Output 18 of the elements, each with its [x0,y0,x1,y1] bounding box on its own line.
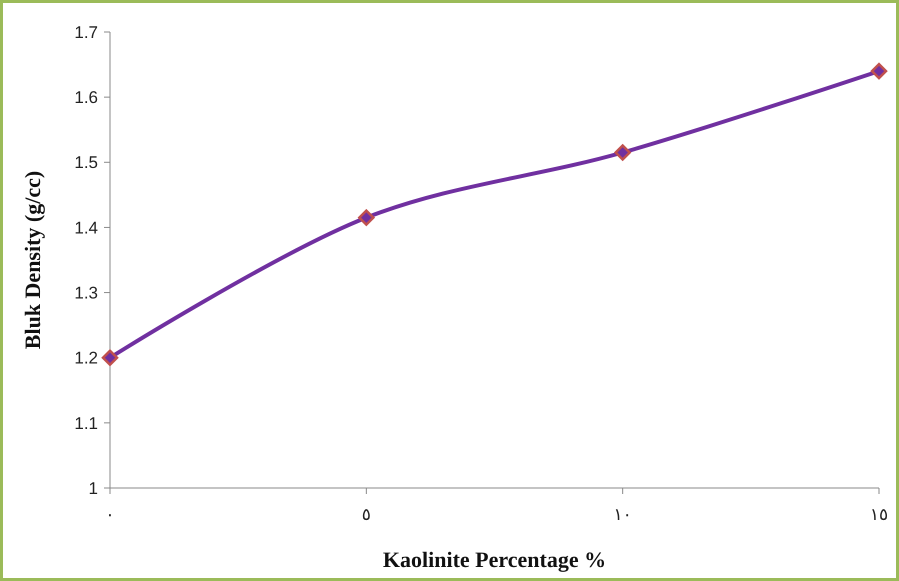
x-tick-label: ٥ [362,505,371,525]
y-tick-label: 1.3 [74,284,98,303]
y-tick-label: 1.5 [74,153,98,172]
x-tick-label: ١٠ [614,505,632,525]
y-tick-label: 1 [88,478,98,498]
x-tick-label: ١٥ [870,505,888,525]
x-tick-label: ٠ [105,505,115,525]
y-tick-label: 1.1 [74,414,98,433]
point [870,62,888,80]
x-axis-title: Kaolinite Percentage % [382,547,606,572]
y-tick-label: 1.4 [74,218,98,238]
y-axis-title: Bluk Density (g/cc) [20,170,45,350]
y-tick-label: 1.6 [74,88,98,108]
point [102,349,118,366]
y-tick-label: 1.2 [74,348,98,368]
point [358,209,375,226]
point [614,144,631,161]
y-tick-label: 1.7 [74,22,98,42]
